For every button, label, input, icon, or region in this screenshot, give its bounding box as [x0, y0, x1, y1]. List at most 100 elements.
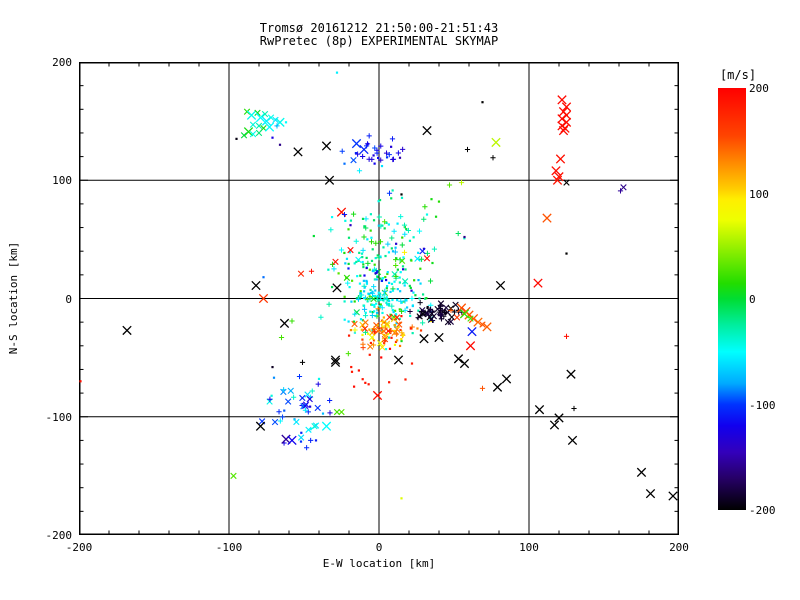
data-point [444, 311, 448, 315]
data-point [396, 268, 399, 271]
data-point [409, 286, 412, 289]
data-point [327, 268, 330, 271]
data-point [376, 324, 379, 327]
data-point [321, 421, 332, 431]
data-point [404, 268, 407, 271]
data-point [362, 313, 369, 319]
data-point [326, 301, 332, 307]
data-point [389, 290, 392, 294]
data-point [381, 277, 385, 280]
data-point [391, 189, 394, 192]
data-point [377, 291, 380, 294]
data-point [398, 344, 402, 348]
data-point [345, 280, 351, 286]
data-point [557, 114, 567, 124]
data-point [300, 431, 303, 434]
data-point [561, 117, 572, 127]
data-point [389, 303, 395, 309]
data-point [361, 333, 364, 337]
data-point [372, 329, 378, 335]
data-point [330, 355, 341, 365]
data-point [380, 279, 383, 283]
data-point [437, 200, 441, 203]
data-point [372, 328, 375, 331]
data-point [385, 221, 388, 224]
data-point [373, 240, 379, 246]
data-point [385, 327, 392, 335]
data-point [563, 333, 570, 339]
data-point [417, 309, 420, 312]
data-point [341, 211, 348, 218]
data-point [364, 311, 367, 314]
data-point [427, 306, 434, 312]
data-point [401, 268, 405, 271]
data-point [361, 217, 365, 220]
data-point [328, 227, 334, 233]
data-point [410, 289, 413, 292]
data-point [309, 405, 312, 408]
data-point [361, 255, 364, 259]
data-point [343, 300, 346, 303]
data-point [343, 318, 346, 321]
data-point [400, 337, 403, 341]
data-point [390, 156, 396, 163]
data-point [400, 196, 404, 199]
data-point [372, 390, 383, 401]
data-point [353, 262, 356, 265]
data-point [379, 255, 382, 258]
data-point [350, 156, 357, 164]
data-point [368, 268, 371, 271]
data-point [372, 154, 375, 157]
data-point [427, 278, 434, 284]
data-point [347, 320, 350, 323]
data-point [391, 298, 394, 302]
data-point [391, 308, 394, 312]
data-point [332, 258, 339, 266]
data-point [327, 410, 333, 416]
data-point [306, 395, 313, 403]
data-point [401, 334, 404, 337]
data-point [255, 129, 263, 137]
data-point [436, 309, 442, 315]
data-point [355, 260, 358, 264]
data-point [398, 276, 401, 279]
data-point [444, 318, 452, 326]
data-point [272, 376, 276, 379]
data-point [417, 251, 420, 254]
data-point [374, 289, 377, 292]
data-point [376, 275, 379, 278]
data-point [246, 110, 257, 120]
data-point [272, 116, 279, 124]
data-point [299, 394, 306, 402]
data-point [368, 239, 375, 245]
data-point [398, 308, 401, 311]
data-point [348, 251, 352, 254]
data-point [249, 130, 257, 138]
data-point [365, 279, 368, 283]
data-point [376, 255, 382, 261]
data-point [385, 301, 388, 304]
data-point [367, 332, 370, 335]
data-point [459, 358, 470, 369]
data-point [361, 306, 368, 313]
data-point [274, 123, 280, 129]
data-point [350, 300, 353, 303]
data-point [381, 311, 384, 315]
data-point [393, 280, 396, 283]
x-axis-label: E-W location [km] [322, 557, 436, 570]
data-point [381, 224, 384, 227]
data-point [378, 143, 384, 149]
data-point [384, 254, 387, 258]
data-point [375, 311, 379, 314]
data-point [79, 380, 82, 383]
data-point [365, 260, 371, 267]
data-point [296, 373, 303, 380]
data-point [258, 293, 269, 304]
data-point [355, 151, 361, 157]
data-point [381, 336, 389, 343]
data-point [465, 341, 476, 351]
data-point [473, 317, 483, 327]
data-point [337, 272, 340, 275]
data-point [374, 257, 377, 260]
data-point [347, 334, 351, 337]
